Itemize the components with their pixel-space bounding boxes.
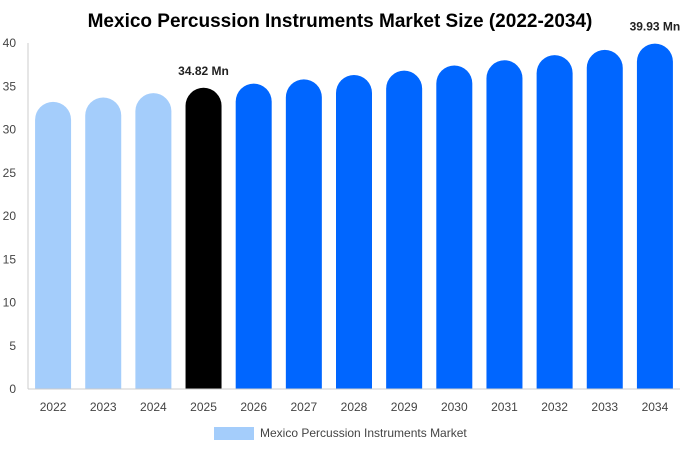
x-tick-label: 2024 xyxy=(140,400,167,414)
bar-2031 xyxy=(486,60,523,389)
bar-2025 xyxy=(185,87,222,389)
y-axis: 0 5 10 15 20 25 30 35 40 xyxy=(3,36,29,396)
bar-2027 xyxy=(285,79,322,389)
legend: Mexico Percussion Instruments Market xyxy=(214,426,467,440)
x-tick-label: 2027 xyxy=(290,400,317,414)
y-tick-label: 10 xyxy=(3,296,17,310)
bar-2033 xyxy=(586,49,623,390)
y-tick-label: 25 xyxy=(3,166,17,180)
legend-swatch xyxy=(214,427,254,440)
x-tick-label: 2022 xyxy=(40,400,67,414)
chart-title: Mexico Percussion Instruments Market Siz… xyxy=(88,11,593,32)
bar-2032 xyxy=(536,55,573,389)
bar-2029 xyxy=(386,70,423,390)
x-tick-label: 2033 xyxy=(591,400,618,414)
bar-2028 xyxy=(336,75,372,389)
y-tick-label: 15 xyxy=(3,252,17,266)
y-tick-label: 0 xyxy=(9,382,16,396)
data-label: 39.93 Mn xyxy=(630,20,680,34)
x-tick-label: 2029 xyxy=(391,400,418,414)
bar-2026 xyxy=(235,83,272,389)
legend-label: Mexico Percussion Instruments Market xyxy=(260,426,467,440)
x-tick-label: 2025 xyxy=(190,400,217,414)
y-tick-label: 40 xyxy=(3,36,17,50)
x-tick-label: 2032 xyxy=(541,400,568,414)
data-label: 34.82 Mn xyxy=(178,64,229,78)
x-tick-label: 2031 xyxy=(491,400,518,414)
bar-2030 xyxy=(436,65,473,390)
x-tick-label: 2030 xyxy=(441,400,468,414)
y-tick-label: 35 xyxy=(3,79,17,93)
y-tick-label: 30 xyxy=(3,123,17,137)
x-tick-label: 2026 xyxy=(240,400,267,414)
y-tick-label: 5 xyxy=(9,339,16,353)
data-labels: 34.82 Mn 39.93 Mn xyxy=(178,20,680,78)
x-tick-label: 2023 xyxy=(90,400,117,414)
y-tick-label: 20 xyxy=(3,209,17,223)
x-tick-label: 2028 xyxy=(341,400,368,414)
bar-2023 xyxy=(85,97,122,390)
bar-2024 xyxy=(135,93,172,389)
x-axis: 2022 2023 2024 2025 2026 2027 2028 2029 2030 2031… xyxy=(28,388,680,414)
bar-2022 xyxy=(35,101,72,389)
bars xyxy=(35,43,673,390)
x-tick-label: 2034 xyxy=(642,400,669,414)
bar-2034 xyxy=(636,43,673,389)
